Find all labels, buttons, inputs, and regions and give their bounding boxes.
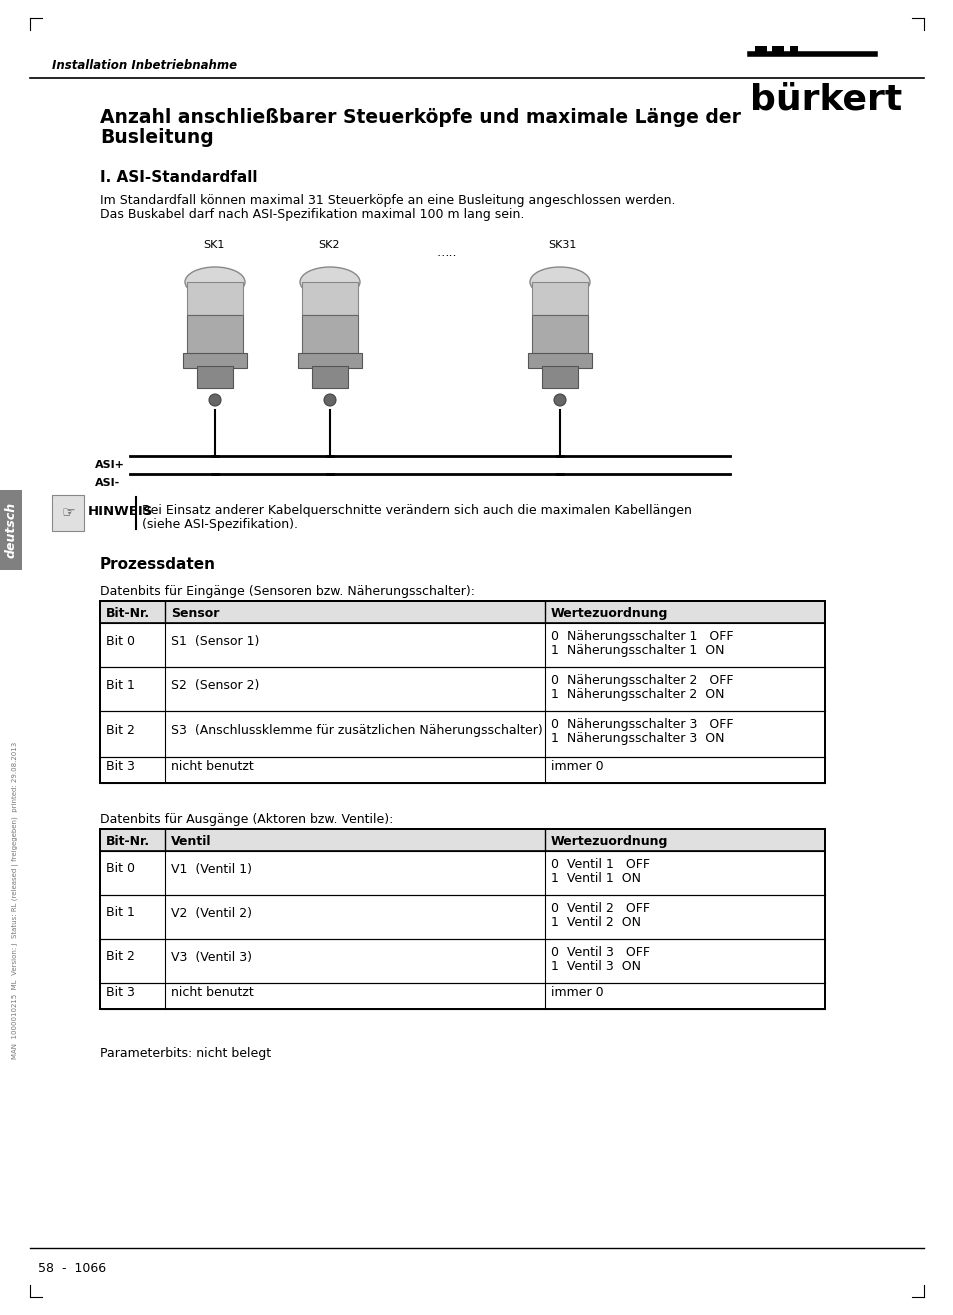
Bar <box>100 601 824 623</box>
Text: Bit 3: Bit 3 <box>106 760 134 772</box>
Circle shape <box>209 394 221 406</box>
Bar <box>100 757 824 782</box>
Text: 58  -  1066: 58 - 1066 <box>38 1262 106 1276</box>
Text: Wertezuordnung: Wertezuordnung <box>551 835 668 848</box>
Bar <box>100 828 824 851</box>
Text: Im Standardfall können maximal 31 Steuerköpfe an eine Busleitung angeschlossen w: Im Standardfall können maximal 31 Steuer… <box>100 195 675 206</box>
Bar <box>297 352 361 368</box>
Bar <box>100 667 824 711</box>
Bar <box>100 601 824 782</box>
Text: Busleitung: Busleitung <box>100 128 213 147</box>
Bar <box>100 984 824 1009</box>
Ellipse shape <box>185 267 245 297</box>
Text: S2  (Sensor 2): S2 (Sensor 2) <box>171 679 259 692</box>
Bar <box>532 316 587 355</box>
Bar <box>196 366 233 388</box>
Text: ASI+: ASI+ <box>95 460 125 469</box>
Bar <box>187 316 243 355</box>
Bar <box>100 896 824 939</box>
Text: SK31: SK31 <box>547 241 576 250</box>
Bar <box>0 490 22 569</box>
Text: Datenbits für Eingänge (Sensoren bzw. Näherungsschalter):: Datenbits für Eingänge (Sensoren bzw. Nä… <box>100 585 475 598</box>
Text: Bit 0: Bit 0 <box>106 635 135 647</box>
Text: bürkert: bürkert <box>749 82 902 116</box>
Text: Bit-Nr.: Bit-Nr. <box>106 835 150 848</box>
Text: HINWEIS: HINWEIS <box>88 505 153 518</box>
Text: …..: ….. <box>436 246 457 259</box>
Text: ☞: ☞ <box>61 505 74 521</box>
Bar <box>754 46 766 53</box>
Bar <box>302 316 357 355</box>
Text: 0  Näherungsschalter 3   OFF: 0 Näherungsschalter 3 OFF <box>551 718 733 731</box>
Bar <box>52 494 84 531</box>
Bar <box>532 281 587 316</box>
Text: ASI-: ASI- <box>95 477 120 488</box>
Text: Installation Inbetriebnahme: Installation Inbetriebnahme <box>52 58 237 71</box>
Bar <box>100 711 824 757</box>
Bar <box>789 46 797 53</box>
Bar <box>527 352 592 368</box>
Bar <box>100 828 824 1009</box>
Bar <box>100 851 824 896</box>
Text: Bit 2: Bit 2 <box>106 951 134 964</box>
Text: I. ASI-Standardfall: I. ASI-Standardfall <box>100 170 257 185</box>
Text: SK2: SK2 <box>317 241 339 250</box>
Bar <box>100 939 824 984</box>
Text: Bit 1: Bit 1 <box>106 679 134 692</box>
Text: (siehe ASI-Spezifikation).: (siehe ASI-Spezifikation). <box>142 518 297 531</box>
Text: 1  Näherungsschalter 2  ON: 1 Näherungsschalter 2 ON <box>551 688 723 701</box>
Circle shape <box>324 394 335 406</box>
Text: Parameterbits: nicht belegt: Parameterbits: nicht belegt <box>100 1047 271 1060</box>
Text: 0  Ventil 1   OFF: 0 Ventil 1 OFF <box>551 857 649 871</box>
Text: 0  Näherungsschalter 2   OFF: 0 Näherungsschalter 2 OFF <box>551 675 733 686</box>
Text: Anzahl anschließbarer Steuerköpfe und maximale Länge der: Anzahl anschließbarer Steuerköpfe und ma… <box>100 108 740 128</box>
Text: Datenbits für Ausgänge (Aktoren bzw. Ventile):: Datenbits für Ausgänge (Aktoren bzw. Ven… <box>100 813 393 826</box>
Bar <box>312 366 348 388</box>
Text: V2  (Ventil 2): V2 (Ventil 2) <box>171 906 252 919</box>
Bar <box>183 352 247 368</box>
Text: nicht benutzt: nicht benutzt <box>171 985 253 998</box>
Text: S1  (Sensor 1): S1 (Sensor 1) <box>171 635 259 647</box>
Text: Bei Einsatz anderer Kabelquerschnitte verändern sich auch die maximalen Kabellän: Bei Einsatz anderer Kabelquerschnitte ve… <box>142 504 691 517</box>
Text: 0  Ventil 3   OFF: 0 Ventil 3 OFF <box>551 945 649 959</box>
Text: 1  Ventil 3  ON: 1 Ventil 3 ON <box>551 960 640 973</box>
Text: 1  Ventil 1  ON: 1 Ventil 1 ON <box>551 872 640 885</box>
Text: immer 0: immer 0 <box>551 760 603 772</box>
Text: Bit 0: Bit 0 <box>106 863 135 876</box>
Text: Prozessdaten: Prozessdaten <box>100 558 215 572</box>
Bar <box>302 281 357 316</box>
Text: 1  Ventil 2  ON: 1 Ventil 2 ON <box>551 917 640 928</box>
Text: Wertezuordnung: Wertezuordnung <box>551 608 668 619</box>
Ellipse shape <box>530 267 589 297</box>
Bar <box>771 46 783 53</box>
Text: 1  Näherungsschalter 3  ON: 1 Näherungsschalter 3 ON <box>551 732 723 746</box>
Text: V1  (Ventil 1): V1 (Ventil 1) <box>171 863 252 876</box>
Text: Bit 3: Bit 3 <box>106 985 134 998</box>
Text: immer 0: immer 0 <box>551 985 603 998</box>
Text: 0  Näherungsschalter 1   OFF: 0 Näherungsschalter 1 OFF <box>551 630 733 643</box>
Text: MAN  1000010215  ML  Version: J  Status: RL (released | freigegeben)  printed: 2: MAN 1000010215 ML Version: J Status: RL … <box>12 742 19 1059</box>
Bar <box>541 366 578 388</box>
Circle shape <box>554 394 565 406</box>
Text: Sensor: Sensor <box>171 608 219 619</box>
Text: Ventil: Ventil <box>171 835 212 848</box>
Bar <box>187 281 243 316</box>
Text: Bit 2: Bit 2 <box>106 723 134 736</box>
Text: deutsch: deutsch <box>5 502 17 558</box>
Text: 0  Ventil 2   OFF: 0 Ventil 2 OFF <box>551 902 649 915</box>
Text: S3  (Anschlussklemme für zusätzlichen Näherungsschalter): S3 (Anschlussklemme für zusätzlichen Näh… <box>171 723 542 736</box>
Text: 1  Näherungsschalter 1  ON: 1 Näherungsschalter 1 ON <box>551 644 723 658</box>
Ellipse shape <box>299 267 359 297</box>
Text: Bit-Nr.: Bit-Nr. <box>106 608 150 619</box>
Text: Bit 1: Bit 1 <box>106 906 134 919</box>
Text: nicht benutzt: nicht benutzt <box>171 760 253 772</box>
Text: SK1: SK1 <box>203 241 224 250</box>
Text: Das Buskabel darf nach ASI-Spezifikation maximal 100 m lang sein.: Das Buskabel darf nach ASI-Spezifikation… <box>100 208 524 221</box>
Bar <box>100 623 824 667</box>
Text: V3  (Ventil 3): V3 (Ventil 3) <box>171 951 252 964</box>
